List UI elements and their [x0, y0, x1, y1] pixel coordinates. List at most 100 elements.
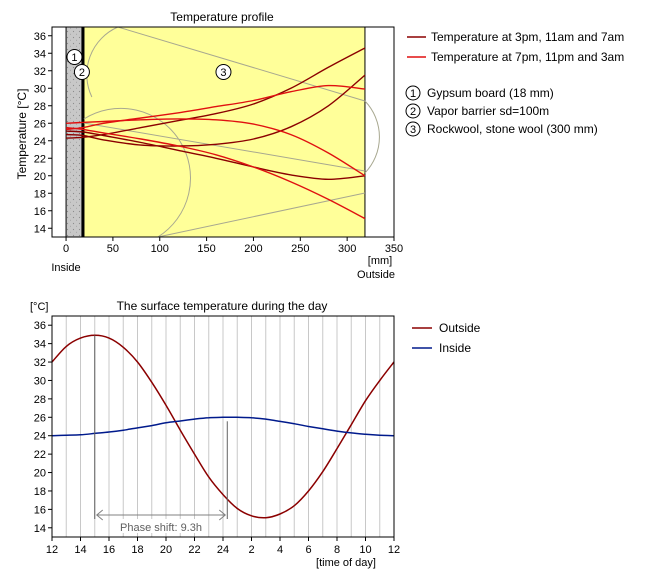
- chart1-legend: Temperature at 3pm, 11am and 7am Temperat…: [407, 30, 624, 64]
- y-tick-label: 26: [34, 412, 46, 424]
- layer-marker-label: 2: [79, 67, 85, 79]
- y-tick-label: 18: [34, 188, 46, 200]
- layer-legend-id: 3: [410, 124, 416, 136]
- x-tick-label: 300: [338, 243, 356, 255]
- y-tick-label: 20: [34, 468, 46, 480]
- y-tick-label: 24: [34, 136, 46, 148]
- y-tick-label: 14: [34, 223, 46, 235]
- y-tick-label: 36: [34, 31, 46, 43]
- profile-line-4: [66, 84, 366, 131]
- chart1-y-axis-label: Temperature [°C]: [15, 89, 29, 180]
- layer-legend-label: Rockwool, stone wool (300 mm): [427, 122, 598, 136]
- y-tick-label: 32: [34, 357, 46, 369]
- chart2-x-ticks: 12 14 16 18 20 22 24 2 4 6 8 10 12: [46, 537, 400, 556]
- x-tick-label: 150: [197, 243, 215, 255]
- chart1-plot-frame: [51, 26, 395, 238]
- y-tick-label: 28: [34, 394, 46, 406]
- x-tick-label: 200: [244, 243, 262, 255]
- y-tick-label: 34: [34, 48, 46, 60]
- y-tick-label: 18: [34, 486, 46, 498]
- surface-line-outside: [51, 334, 395, 519]
- x-tick-label: 4: [277, 544, 283, 556]
- x-tick-label: 250: [291, 243, 309, 255]
- chart2-legend: Outside Inside: [412, 321, 481, 355]
- profile-line-1: [66, 47, 366, 139]
- x-tick-label: 6: [305, 544, 311, 556]
- layer-legend-circle: [405, 103, 421, 119]
- chart1-x-axis-label: [mm]: [368, 255, 392, 267]
- chart2-y-axis-label: [°C]: [30, 301, 48, 313]
- y-tick-label: 16: [34, 504, 46, 516]
- x-tick-label: 100: [151, 243, 169, 255]
- layer-legend-id: 2: [410, 106, 416, 118]
- y-tick-label: 28: [34, 101, 46, 113]
- x-tick-label: 12: [388, 544, 400, 556]
- surface-series: [51, 334, 395, 519]
- y-tick-label: 24: [34, 431, 46, 443]
- x-tick-label: 2: [248, 544, 254, 556]
- x-tick-label: 0: [63, 243, 69, 255]
- layer-marker-circle: [215, 64, 232, 80]
- insulation-loop-top: [86, 26, 366, 102]
- layer-marker-circle: [73, 64, 90, 80]
- layer-marker-label: 3: [220, 67, 226, 79]
- y-tick-label: 34: [34, 339, 46, 351]
- inside-label: Inside: [51, 262, 80, 274]
- surface-temperature-chart: The surface temperature during the day […: [30, 299, 481, 569]
- layer-legend-label: Gypsum board (18 mm): [427, 86, 554, 100]
- profile-series: [66, 47, 366, 220]
- insulation-pattern: [83, 26, 380, 238]
- y-tick-label: 22: [34, 153, 46, 165]
- x-tick-label: 12: [46, 544, 58, 556]
- y-tick-label: 14: [34, 523, 46, 535]
- legend-label: Inside: [439, 341, 471, 355]
- legend-label: Outside: [439, 321, 481, 335]
- chart2-y-ticks: 14 16 18 20 22 24 26 28 30 32 34 36: [34, 320, 52, 535]
- legend-label: Temperature at 3pm, 11am and 7am: [431, 30, 624, 44]
- rockwool-layer: [83, 26, 366, 238]
- chart2-x-axis-label: [time of day]: [316, 557, 376, 569]
- phase-shift-annotation: Phase shift: 9.3h: [94, 335, 228, 534]
- x-tick-label: 22: [188, 544, 200, 556]
- phase-arrow-head-right: [218, 509, 227, 521]
- temperature-profile-chart: Temperature profile 0 50 100 150 200 250 300 35…: [15, 10, 624, 281]
- layer-marker-circle: [66, 49, 83, 65]
- layer-markers: 12 3: [66, 49, 232, 80]
- surface-line-inside: [51, 416, 395, 437]
- x-tick-label: 16: [103, 544, 115, 556]
- profile-line-2: [66, 74, 366, 147]
- x-tick-label: 20: [160, 544, 172, 556]
- profile-line-3: [66, 130, 366, 181]
- wall-layers: [65, 26, 366, 238]
- x-tick-label: 10: [359, 544, 371, 556]
- insulation-loop-bottom: [83, 100, 380, 238]
- x-tick-label: 24: [217, 544, 229, 556]
- y-tick-label: 30: [34, 375, 46, 387]
- outside-label: Outside: [357, 269, 395, 281]
- profile-line-6: [66, 126, 366, 220]
- y-tick-label: 32: [34, 66, 46, 78]
- y-tick-label: 30: [34, 83, 46, 95]
- layer-legend-circle: [405, 121, 421, 137]
- y-tick-label: 20: [34, 171, 46, 183]
- chart2-grid: [65, 316, 381, 537]
- x-tick-label: 50: [107, 243, 119, 255]
- y-tick-label: 36: [34, 320, 46, 332]
- layer-legend: 1 Gypsum board (18 mm) 2 Vapor barrier sd=1…: [405, 85, 598, 137]
- legend-label: Temperature at 7pm, 11pm and 3am: [431, 50, 624, 64]
- x-tick-label: 14: [74, 544, 86, 556]
- profile-line-5: [66, 118, 366, 177]
- layer-legend-label: Vapor barrier sd=100m: [427, 104, 549, 118]
- phase-shift-label: Phase shift: 9.3h: [120, 522, 202, 534]
- chart2-title: The surface temperature during the day: [117, 299, 328, 313]
- y-tick-label: 22: [34, 449, 46, 461]
- x-tick-label: 8: [334, 544, 340, 556]
- phase-label-bg: [115, 519, 208, 533]
- chart1-y-ticks: 14 16 18 20 22 24 26 28 30 32 34 36: [34, 31, 52, 235]
- layer-legend-circle: [405, 85, 421, 101]
- x-tick-label: 350: [385, 243, 403, 255]
- layer-legend-id: 1: [410, 88, 416, 100]
- y-tick-label: 26: [34, 118, 46, 130]
- y-tick-label: 16: [34, 206, 46, 218]
